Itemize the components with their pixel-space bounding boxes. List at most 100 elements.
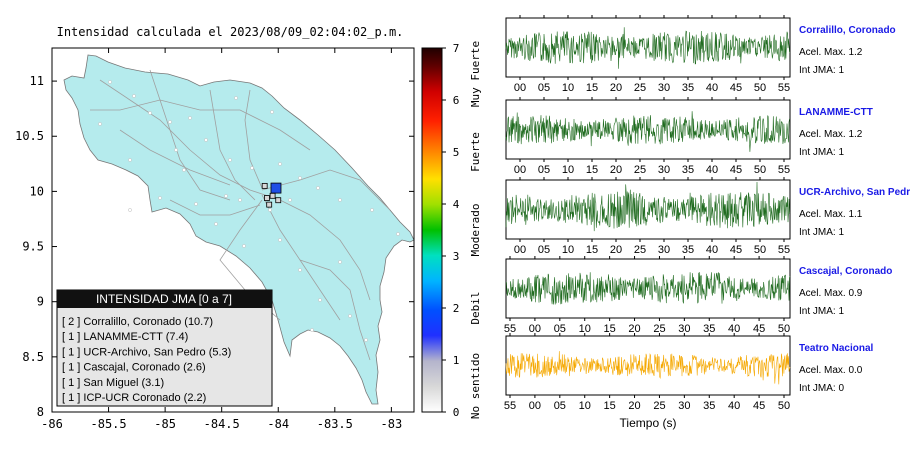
map-y-tick-label: 10 (30, 184, 44, 198)
trace-tick-label: 25 (653, 323, 665, 335)
waveform-line (505, 351, 791, 385)
trace-tick-label: 15 (586, 244, 598, 256)
station-marker (270, 182, 282, 194)
trace-tick-label: 45 (730, 82, 742, 94)
trace-panel: 55 00 05 10 15 20 25 30 35 40 45 50 Cascajal, Corona… (504, 256, 892, 335)
legend-item: [ 1 ] LANAMME-CTT (7.4) (62, 331, 188, 343)
trace-tick-label: 35 (682, 164, 694, 176)
trace-tick-label: 05 (554, 323, 566, 335)
trace-tick-label: 40 (706, 82, 718, 94)
map-frame (51, 47, 415, 413)
trace-panel: 00 05 10 15 20 25 30 35 40 45 50 55 LANAMME-CTT Acel.… (505, 97, 873, 176)
trace-tick-label: 35 (682, 82, 694, 94)
map-x-tick-label: -85 (154, 417, 176, 431)
city-dots (98, 80, 400, 342)
trace-tick-label: 20 (628, 323, 640, 335)
map-y-tick-label: 8 (37, 405, 44, 419)
map-x-tick-label: -83.5 (317, 417, 353, 431)
trace-tick-label: 50 (778, 323, 790, 335)
station-marker (266, 201, 273, 208)
trace-tick-label: 30 (678, 323, 690, 335)
trace-tick-label: 15 (604, 400, 616, 412)
colorbar-scale (421, 47, 443, 413)
station-marker (261, 182, 268, 189)
trace-tick-label: 05 (538, 164, 550, 176)
map-x-tick-label: -86 (41, 417, 63, 431)
trace-tick-label: 30 (658, 164, 670, 176)
colorbar-label: Muy Fuerte (469, 41, 482, 107)
trace-tick-label: 00 (529, 323, 541, 335)
trace-tick-label: 25 (653, 400, 665, 412)
waveform-line (505, 181, 791, 232)
map-y-tick-label: 8.5 (22, 350, 44, 364)
station-accel: Acel. Max. 1.1 (799, 209, 863, 220)
trace-tick-label: 50 (754, 244, 766, 256)
trace-tick-label: 55 (778, 164, 790, 176)
trace-tick-label: 20 (610, 82, 622, 94)
trace-tick-label: 15 (604, 323, 616, 335)
colorbar: 7 6 5 4 3 2 1 0 Muy Fuerte Fuerte Moderado Debil No… (421, 41, 482, 419)
trace-tick-label: 45 (730, 244, 742, 256)
trace-frame (505, 258, 791, 319)
map-x-axis: -86 -85.5 -85 -84.5 -84 -83.5 -83 (41, 48, 402, 431)
station-marker (269, 192, 276, 199)
colorbar-label: No sentido (469, 353, 482, 419)
station-name: LANAMME-CTT (799, 107, 873, 118)
trace-tick-label: 10 (579, 400, 591, 412)
map-x-tick-label: -84.5 (204, 417, 240, 431)
legend-header (57, 290, 272, 308)
colorbar-label: Moderado (469, 204, 482, 257)
legend-item: [ 1 ] San Miguel (3.1) (62, 377, 164, 389)
trace-tick-label: 25 (634, 244, 646, 256)
legend-item: [ 1 ] ICP-UCR Coronado (2.2) (62, 392, 206, 404)
station-intensity: Int JMA: 1 (799, 227, 844, 238)
trace-tick-label: 05 (538, 82, 550, 94)
station-name: UCR-Archivo, San Pedro (799, 187, 910, 198)
station-accel: Acel. Max. 1.2 (799, 47, 863, 58)
map-y-tick-label: 9 (37, 295, 44, 309)
trace-tick-label: 30 (658, 244, 670, 256)
trace-tick-label: 40 (728, 323, 740, 335)
trace-tick-label: 20 (628, 400, 640, 412)
trace-tick-label: 40 (728, 400, 740, 412)
station-marker (264, 195, 270, 201)
trace-tick-label: 35 (703, 323, 715, 335)
legend-box (56, 289, 273, 407)
waveform-line (505, 271, 791, 305)
trace-tick-label: 05 (538, 244, 550, 256)
trace-tick-label: 20 (610, 244, 622, 256)
station-name: Corralillo, Coronado (799, 25, 896, 36)
trace-tick-label: 40 (706, 164, 718, 176)
map-title: Intensidad calculada el 2023/08/09_02:04… (57, 25, 404, 39)
map-y-axis: 11 10.5 10 9.5 9 8.5 8 (15, 74, 414, 419)
costa-rica-landmass (63, 54, 415, 405)
station-accel: Acel. Max. 1.2 (799, 129, 863, 140)
trace-tick-label: 25 (634, 164, 646, 176)
trace-tick-label: 10 (562, 82, 574, 94)
station-intensity: Int JMA: 1 (799, 306, 844, 317)
trace-tick-label: 40 (706, 244, 718, 256)
trace-tick-label: 50 (754, 164, 766, 176)
trace-tick-label: 55 (504, 400, 516, 412)
station-name: Cascajal, Coronado (799, 266, 892, 277)
station-markers (261, 182, 282, 208)
map-x-tick-label: -84 (267, 417, 289, 431)
trace-tick-label: 25 (634, 82, 646, 94)
map-y-tick-label: 9.5 (22, 240, 44, 254)
station-intensity: Int JMA: 1 (799, 65, 844, 76)
legend-items: [ 2 ] Corralillo, Coronado (10.7) [ 1 ] L… (62, 316, 231, 404)
trace-tick-label: 50 (778, 400, 790, 412)
trace-tick-label: 45 (753, 323, 765, 335)
trace-tick-label: 05 (554, 400, 566, 412)
waveform-line (505, 27, 791, 69)
seismogram-panel: 00 05 10 15 20 25 30 35 40 45 50 55 Corralillo, Coro… (504, 15, 910, 412)
trace-tick-label: 55 (504, 323, 516, 335)
trace-tick-label: 50 (754, 82, 766, 94)
trace-tick-label: 15 (586, 82, 598, 94)
trace-tick-label: 35 (682, 244, 694, 256)
station-name: Teatro Nacional (799, 343, 873, 354)
trace-tick-label: 10 (562, 164, 574, 176)
trace-tick-label: 20 (610, 164, 622, 176)
legend-item: [ 1 ] Cascajal, Coronado (2.6) (62, 362, 206, 374)
